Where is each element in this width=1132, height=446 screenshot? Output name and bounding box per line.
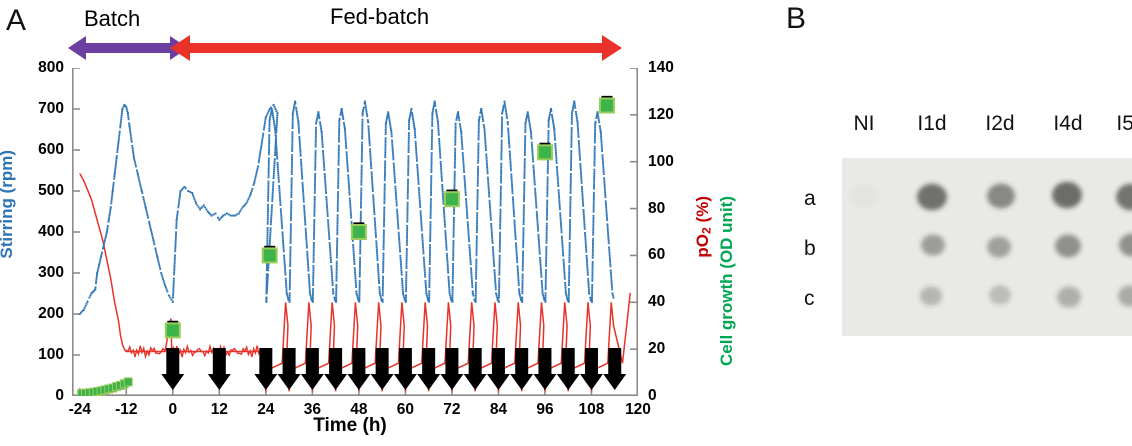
- feed-arrow: [510, 348, 534, 390]
- x-tick--12: -12: [115, 401, 138, 418]
- x-tick-84: 84: [489, 401, 508, 418]
- cell-growth-point: [123, 377, 133, 387]
- feed-arrow: [486, 348, 510, 390]
- blot-column-header-ni: NI: [853, 112, 875, 135]
- blot-column-header-i4d: I4d: [1053, 112, 1083, 135]
- feed-arrow: [324, 348, 348, 390]
- right-tick-80: 80: [648, 199, 666, 217]
- left-tick-400: 400: [38, 223, 64, 240]
- po2-axis-title-text: pO: [693, 233, 712, 258]
- fedbatch-phase-label: Fed-batch: [330, 4, 430, 29]
- x-tick-72: 72: [443, 401, 461, 418]
- left-tick-800: 800: [38, 59, 64, 76]
- panel-b: NI I1d I2d I4d I5d a b c: [786, 0, 1132, 400]
- feed-arrow: [417, 348, 441, 390]
- x-tick-120: 120: [625, 401, 651, 418]
- batch-phase-arrow: [68, 36, 188, 60]
- left-tick-100: 100: [38, 346, 64, 363]
- blot-column-headers: NI I1d I2d I4d I5d: [846, 113, 1132, 143]
- feed-arrow: [300, 348, 324, 390]
- cell-growth-point: [443, 189, 460, 208]
- left-tick-600: 600: [38, 141, 64, 158]
- cell-growth-point: [598, 95, 615, 114]
- x-tick-96: 96: [536, 401, 554, 418]
- cell-growth-axis-title: Cell growth (OD unit): [717, 196, 736, 366]
- feed-arrow: [207, 348, 231, 390]
- right-tick-100: 100: [648, 152, 674, 170]
- x-tick-24: 24: [257, 401, 275, 418]
- po2-subscript: 2: [699, 227, 714, 234]
- right-tick-60: 60: [648, 246, 666, 264]
- left-tick-300: 300: [38, 264, 64, 281]
- blot-column-header-i2d: I2d: [985, 112, 1015, 135]
- left-axis-ticks: [73, 68, 80, 396]
- cell-growth-markers: [77, 95, 615, 396]
- panel-b-letter: B: [786, 2, 807, 35]
- left-tick-500: 500: [38, 182, 64, 199]
- x-tick-108: 108: [578, 401, 605, 418]
- feed-arrows: [161, 348, 627, 390]
- cell-growth-point: [261, 245, 278, 264]
- x-tick-12: 12: [210, 401, 228, 418]
- feed-arrow: [161, 348, 185, 390]
- dot-blot-image: [842, 158, 1132, 336]
- blot-column-header-i5d: I5d: [1116, 112, 1132, 135]
- feed-arrow: [347, 348, 371, 390]
- feed-arrow: [254, 348, 278, 390]
- stirring-trace: [78, 100, 615, 315]
- feed-arrow: [393, 348, 417, 390]
- right-tick-140: 140: [648, 59, 674, 76]
- feed-arrow: [533, 348, 557, 390]
- feed-arrow: [556, 348, 580, 390]
- feed-arrow: [463, 348, 487, 390]
- right-axis-ticks: [630, 68, 637, 396]
- feed-arrow: [370, 348, 394, 390]
- right-tick-20: 20: [648, 340, 666, 358]
- feed-arrow: [579, 348, 603, 390]
- right-tick-120: 120: [648, 105, 674, 123]
- po2-axis-title: pO2 (%): [693, 196, 714, 258]
- blot-row-label-a: a: [804, 187, 816, 210]
- x-tick-36: 36: [303, 401, 321, 418]
- feed-arrow: [277, 348, 301, 390]
- feed-arrow: [440, 348, 464, 390]
- fedbatch-phase-arrow: [170, 35, 622, 61]
- left-axis-title: Stirring (rpm): [0, 150, 16, 259]
- left-tick-700: 700: [38, 100, 64, 117]
- left-tick-200: 200: [38, 305, 64, 322]
- stirring-po2-cellgrowth-plot: 0 100 200 300 400 500 600 700 800 0 20 40 60 80 100 12…: [38, 60, 674, 417]
- blot-row-label-b: b: [804, 237, 816, 260]
- cell-growth-point: [164, 320, 181, 339]
- x-tick-60: 60: [396, 401, 415, 418]
- blot-row-label-c: c: [804, 287, 815, 310]
- feed-arrow: [603, 348, 627, 390]
- panel-a-letter: A: [6, 4, 27, 37]
- left-tick-0: 0: [55, 387, 64, 404]
- plot-svg: [72, 68, 638, 396]
- x-tick-0: 0: [168, 401, 178, 418]
- batch-phase-label: Batch: [84, 6, 141, 31]
- x-tick--24: -24: [68, 401, 91, 418]
- x-tick-48: 48: [350, 401, 368, 418]
- cell-growth-point: [350, 222, 367, 240]
- cell-growth-point: [536, 142, 553, 161]
- right-tick-40: 40: [648, 293, 666, 311]
- right-tick-0: 0: [648, 387, 657, 404]
- blot-column-header-i1d: I1d: [917, 112, 947, 135]
- x-axis-title: Time (h): [313, 415, 387, 436]
- po2-axis-title-unit: (%): [693, 196, 712, 228]
